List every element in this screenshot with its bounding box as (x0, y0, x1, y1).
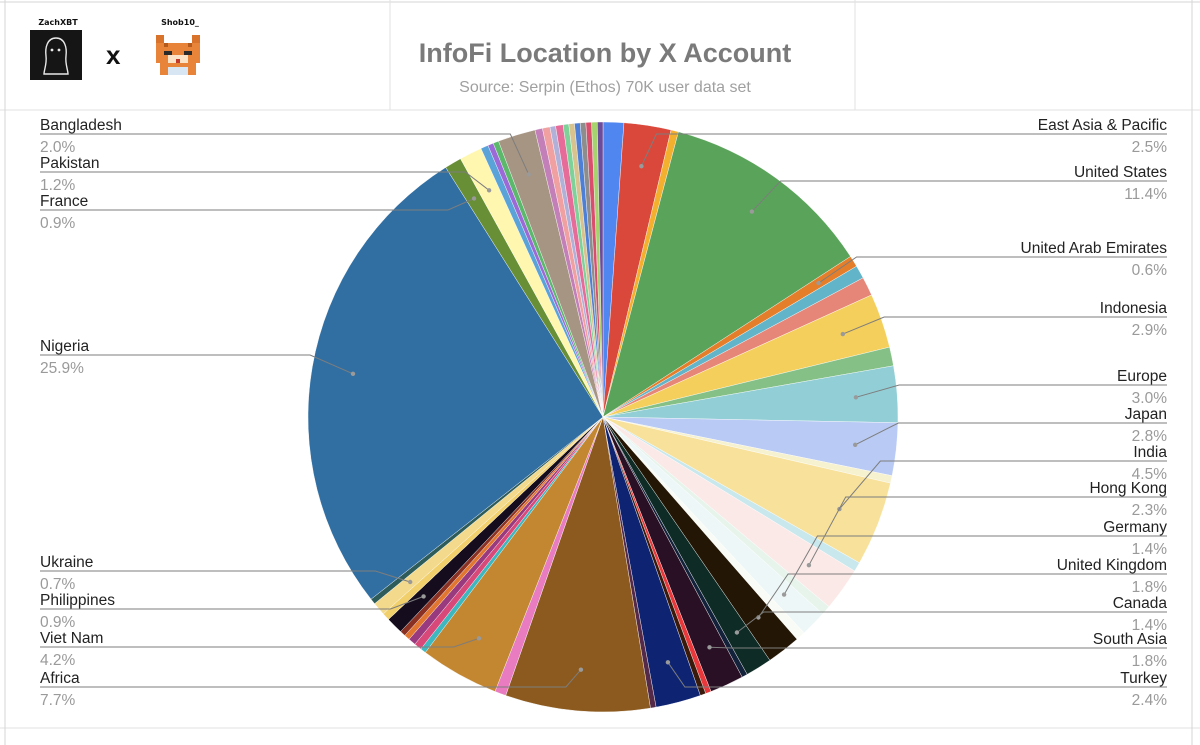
leader-dot-germany (781, 592, 787, 597)
label-pct-japan: 2.8% (1132, 428, 1168, 445)
label-pct-ukraine: 0.7% (40, 576, 76, 593)
logo-right: Shob10_ (150, 18, 210, 80)
label-name-bangladesh: Bangladesh (40, 117, 122, 134)
label-pct-canada: 1.4% (1132, 617, 1168, 634)
label-name-east-asia-and-pacific: East Asia & Pacific (1038, 117, 1167, 134)
leader-dot-indonesia (840, 331, 845, 337)
label-pct-africa: 7.7% (40, 692, 76, 709)
leader-line-east-asia-and-pacific (640, 133, 1167, 167)
label-name-nigeria: Nigeria (40, 338, 89, 355)
leader-dot-viet-nam (476, 636, 482, 641)
leader-dot-africa (578, 667, 584, 672)
label-name-ukraine: Ukraine (40, 554, 93, 571)
leader-line-ukraine (40, 570, 411, 583)
leader-line-bangladesh (40, 133, 530, 175)
label-pct-france: 0.9% (40, 215, 76, 232)
label-pct-bangladesh: 2.0% (40, 139, 76, 156)
label-pct-nigeria: 25.9% (40, 360, 84, 377)
label-pct-indonesia: 2.9% (1132, 322, 1168, 339)
label-pct-united-arab-emirates: 0.6% (1132, 262, 1168, 279)
leader-dot-nigeria (350, 371, 356, 376)
label-pct-united-kingdom: 1.8% (1132, 579, 1168, 596)
leader-line-pakistan (40, 171, 490, 191)
label-pct-united-states: 11.4% (1124, 186, 1167, 203)
leader-dot-hong-kong (806, 563, 812, 568)
pie-slice-united-states (602, 131, 851, 418)
leader-line-france (40, 198, 475, 211)
chart-title: InfoFi Location by X Account (418, 38, 792, 68)
logo-right-caption: Shob10_ (161, 18, 199, 27)
leader-line-nigeria (40, 354, 354, 375)
leader-dot-france (471, 196, 477, 201)
leader-line-canada (736, 611, 1167, 633)
label-name-hong-kong: Hong Kong (1089, 480, 1167, 497)
label-name-united-kingdom: United Kingdom (1057, 557, 1167, 574)
label-name-france: France (40, 193, 88, 210)
leader-dot-turkey (665, 660, 671, 665)
label-name-united-arab-emirates: United Arab Emirates (1021, 240, 1168, 257)
leader-dot-japan (853, 442, 858, 447)
label-name-viet-nam: Viet Nam (40, 630, 103, 647)
label-name-canada: Canada (1113, 595, 1168, 612)
slice-labels: East Asia & Pacific 2.5% United States 11.4… (40, 117, 1167, 709)
leader-dot-canada (734, 630, 740, 635)
label-name-africa: Africa (40, 670, 80, 687)
label-pct-south-asia: 1.8% (1132, 653, 1168, 670)
pie-slice-55 (597, 121, 604, 418)
leader-dot-pakistan (486, 188, 492, 193)
leader-line-africa (40, 669, 582, 688)
label-name-south-asia: South Asia (1093, 631, 1167, 648)
label-name-philippines: Philippines (40, 592, 115, 609)
label-pct-pakistan: 1.2% (40, 177, 76, 194)
logo-left: ZachXBT (28, 18, 88, 80)
leader-line-europe (855, 384, 1167, 398)
label-name-japan: Japan (1125, 406, 1167, 423)
pie-slices (307, 121, 899, 713)
leader-line-hong-kong (808, 496, 1167, 566)
label-name-germany: Germany (1103, 519, 1167, 536)
leader-line-germany (783, 535, 1167, 595)
label-pct-europe: 3.0% (1132, 390, 1168, 407)
label-name-india: India (1133, 444, 1167, 461)
pie-slice-nigeria (307, 167, 604, 600)
leader-line-turkey (667, 662, 1167, 688)
label-pct-germany: 1.4% (1132, 541, 1168, 558)
pie-slice-africa (505, 416, 651, 713)
leader-line-united-states (751, 180, 1167, 212)
leader-dot-europe (853, 395, 859, 400)
logo-left-caption: ZachXBT (38, 18, 78, 27)
leader-dot-south-asia (707, 645, 712, 650)
leader-dot-united-arab-emirates (816, 280, 821, 286)
label-pct-hong-kong: 2.3% (1132, 502, 1168, 519)
leader-dot-philippines (421, 594, 426, 599)
label-pct-turkey: 2.4% (1132, 692, 1168, 709)
label-name-united-states: United States (1074, 164, 1167, 181)
leader-dot-east-asia-and-pacific (639, 164, 644, 169)
label-name-pakistan: Pakistan (40, 155, 99, 172)
label-name-indonesia: Indonesia (1100, 300, 1168, 317)
label-name-turkey: Turkey (1120, 670, 1167, 687)
leader-line-japan (854, 422, 1167, 446)
label-pct-east-asia-and-pacific: 2.5% (1132, 139, 1168, 156)
leader-line-viet-nam (40, 637, 480, 648)
label-pct-philippines: 0.9% (40, 614, 76, 631)
leader-line-united-arab-emirates (818, 256, 1167, 284)
leader-line-india (839, 460, 1167, 510)
label-name-europe: Europe (1117, 368, 1167, 385)
leader-dot-ukraine (408, 579, 413, 585)
leader-line-philippines (40, 595, 424, 610)
leader-lines (40, 133, 1167, 688)
ghost-avatar-icon (30, 30, 82, 80)
leader-dot-united-states (749, 209, 755, 214)
leader-line-indonesia (842, 316, 1167, 335)
label-pct-india: 4.5% (1132, 466, 1168, 483)
pixel-cat-avatar-icon (152, 31, 204, 79)
label-pct-viet-nam: 4.2% (40, 652, 76, 669)
chart-subtitle: Source: Serpin (Ethos) 70K user data set (459, 79, 751, 96)
logo-separator: x (106, 40, 121, 70)
leader-dot-bangladesh (526, 172, 531, 177)
leader-line-south-asia (709, 646, 1167, 649)
leader-line-united-kingdom (757, 573, 1167, 618)
